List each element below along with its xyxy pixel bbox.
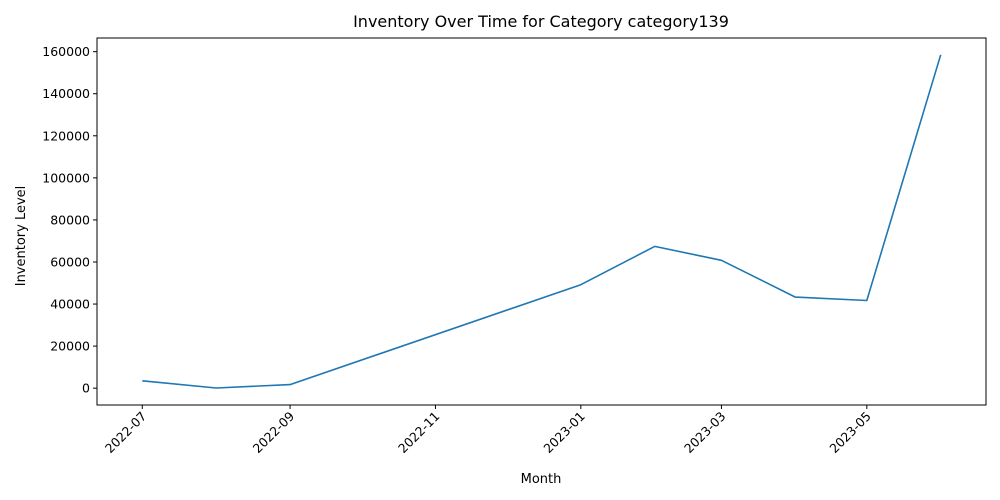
y-tick-label: 60000 xyxy=(50,254,90,269)
y-tick-label: 80000 xyxy=(50,212,90,227)
x-tick-label: 2022-09 xyxy=(250,408,298,456)
chart-title: Inventory Over Time for Category categor… xyxy=(353,12,729,31)
y-tick-label: 160000 xyxy=(42,44,90,59)
y-tick-label: 0 xyxy=(82,381,90,396)
y-tick-label: 140000 xyxy=(42,86,90,101)
x-tick-label: 2023-05 xyxy=(826,409,874,457)
y-axis-label: Inventory Level xyxy=(14,186,29,287)
x-axis-label: Month xyxy=(521,472,562,487)
plot-area: 0 20000 40000 60000 80000 100000 120000 140000 1… xyxy=(42,37,987,457)
x-tick-label: 2022-11 xyxy=(395,409,443,457)
y-tick-label: 120000 xyxy=(42,128,90,143)
series-line xyxy=(142,54,942,389)
y-tick-label: 20000 xyxy=(50,339,90,354)
x-tick-label: 2023-01 xyxy=(540,409,588,457)
plot-frame xyxy=(96,37,987,406)
y-tick-label: 100000 xyxy=(42,170,90,185)
y-tick-label: 40000 xyxy=(50,297,90,312)
x-tick-label: 2022-07 xyxy=(102,409,150,457)
x-tick-label: 2023-03 xyxy=(681,409,729,457)
